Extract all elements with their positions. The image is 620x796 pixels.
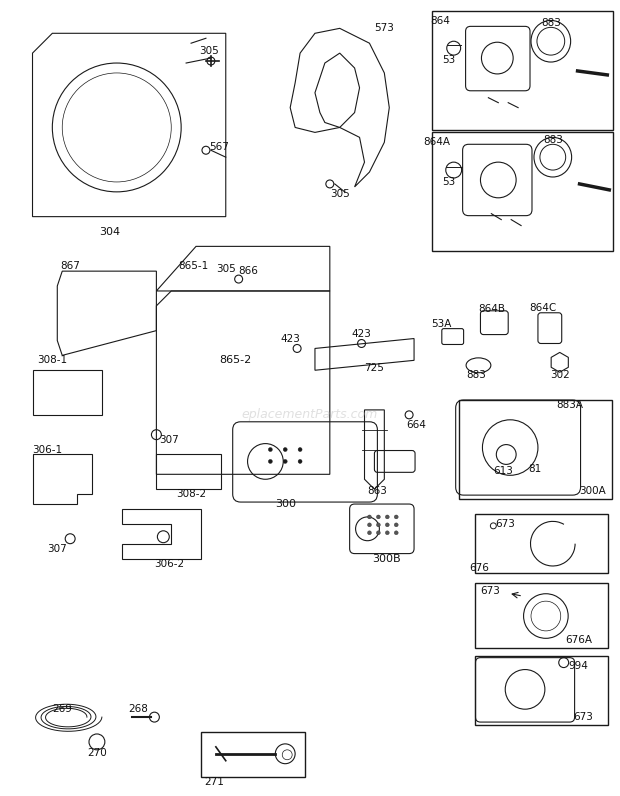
Text: 53: 53: [442, 55, 455, 65]
Text: 307: 307: [47, 544, 67, 554]
Circle shape: [376, 531, 380, 535]
Circle shape: [298, 447, 302, 451]
Text: 573: 573: [374, 23, 394, 33]
Text: 863: 863: [368, 486, 388, 496]
Circle shape: [394, 515, 398, 519]
Text: 305: 305: [216, 264, 236, 274]
Text: 883: 883: [543, 135, 563, 146]
Circle shape: [368, 531, 371, 535]
Bar: [432, 11, 613, 131]
Circle shape: [298, 459, 302, 463]
Circle shape: [283, 447, 287, 451]
Circle shape: [385, 531, 389, 535]
Text: 305: 305: [330, 189, 350, 199]
Text: 864A: 864A: [423, 138, 450, 147]
Text: 664: 664: [406, 419, 426, 430]
Text: 883A: 883A: [556, 400, 583, 410]
Text: 53: 53: [442, 177, 455, 187]
Text: 673: 673: [480, 586, 500, 596]
Text: 994: 994: [569, 661, 588, 670]
Text: 673: 673: [495, 519, 515, 529]
Text: 306-2: 306-2: [154, 559, 184, 568]
Text: 864C: 864C: [529, 302, 557, 313]
Text: 307: 307: [159, 435, 179, 445]
Bar: [474, 514, 608, 573]
Text: 676: 676: [469, 564, 489, 573]
Circle shape: [368, 515, 371, 519]
Text: 305: 305: [199, 46, 219, 57]
Bar: [432, 132, 613, 252]
Circle shape: [394, 531, 398, 535]
Bar: [201, 732, 305, 777]
Circle shape: [385, 515, 389, 519]
Circle shape: [376, 523, 380, 527]
Circle shape: [283, 459, 287, 463]
Text: 304: 304: [99, 227, 120, 236]
Text: 300A: 300A: [579, 486, 606, 496]
Text: 269: 269: [52, 704, 72, 714]
Text: 81: 81: [528, 464, 542, 474]
Bar: [474, 656, 608, 725]
Text: eplacementParts.com: eplacementParts.com: [242, 408, 378, 421]
Circle shape: [268, 447, 272, 451]
Circle shape: [376, 515, 380, 519]
Text: 725: 725: [365, 363, 384, 373]
Text: 423: 423: [352, 329, 371, 338]
Text: 423: 423: [280, 334, 300, 344]
Text: 864B: 864B: [478, 304, 505, 314]
Text: 866: 866: [239, 266, 259, 276]
Text: 270: 270: [87, 747, 107, 758]
Bar: [459, 400, 613, 499]
Text: 865-2: 865-2: [219, 355, 252, 365]
Text: 673: 673: [574, 712, 593, 722]
Text: 268: 268: [128, 704, 148, 714]
Text: 306-1: 306-1: [32, 444, 63, 455]
Text: 864: 864: [430, 17, 450, 26]
Circle shape: [394, 523, 398, 527]
Bar: [474, 583, 608, 648]
Text: 865-1: 865-1: [178, 261, 208, 271]
Text: 308-2: 308-2: [176, 489, 206, 499]
Text: 883: 883: [467, 370, 487, 380]
Text: 302: 302: [550, 370, 570, 380]
Text: 676A: 676A: [565, 635, 592, 645]
Text: 308-1: 308-1: [37, 355, 68, 365]
Text: 883: 883: [541, 18, 560, 29]
Circle shape: [368, 523, 371, 527]
Circle shape: [385, 523, 389, 527]
Circle shape: [268, 459, 272, 463]
Text: 53A: 53A: [432, 318, 452, 329]
Text: 613: 613: [494, 466, 513, 476]
Text: 567: 567: [209, 142, 229, 152]
Text: 867: 867: [60, 261, 80, 271]
Text: 300B: 300B: [372, 553, 401, 564]
Text: 271: 271: [204, 777, 224, 786]
Text: 300: 300: [275, 499, 296, 509]
